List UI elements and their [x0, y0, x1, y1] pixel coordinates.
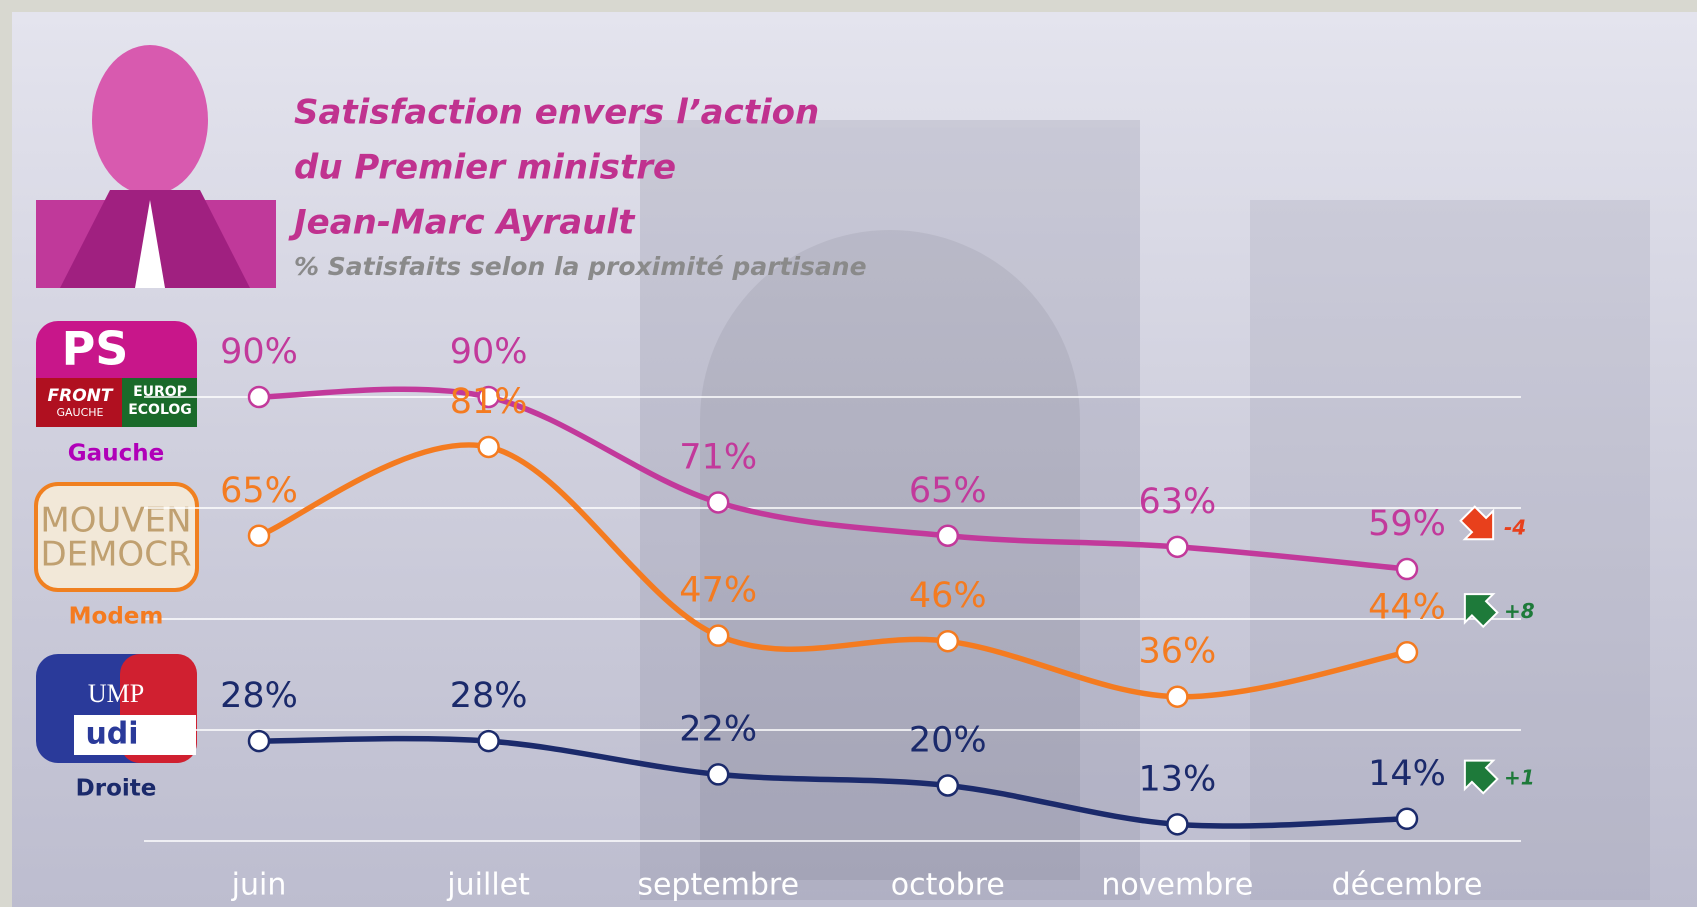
change-label: +1 — [1504, 765, 1535, 789]
value-label: 44% — [1368, 587, 1446, 627]
value-label: 14% — [1368, 754, 1446, 794]
value-label: 90% — [450, 332, 528, 372]
value-label: 22% — [679, 709, 757, 749]
background — [12, 12, 1697, 907]
data-point — [477, 435, 500, 459]
title-line: Satisfaction envers l’action — [294, 93, 819, 133]
data-point — [706, 491, 730, 514]
logo-text: ECOLOG — [128, 402, 192, 418]
change-arrow — [1463, 759, 1499, 795]
logo-text: udi — [85, 717, 138, 752]
data-point — [247, 524, 271, 547]
value-label: 63% — [1139, 482, 1217, 522]
data-point — [1395, 807, 1419, 831]
value-label: 28% — [220, 676, 298, 716]
data-point — [706, 624, 730, 647]
logo-text: PS — [62, 322, 129, 376]
portrait — [36, 45, 276, 288]
building-decor — [640, 120, 1650, 900]
logo-text: GAUCHE — [56, 406, 103, 419]
legend-label: Modem — [69, 604, 164, 630]
series-line — [257, 442, 1408, 700]
value-label: 81% — [450, 382, 528, 422]
value-label: 46% — [909, 576, 987, 616]
change-arrow — [1463, 593, 1499, 629]
value-label: 36% — [1139, 632, 1217, 672]
value-label: 65% — [220, 471, 298, 511]
x-tick-label: novembre — [1101, 868, 1253, 903]
value-label: 90% — [220, 332, 298, 372]
value-label: 71% — [679, 437, 757, 477]
logo-text: MOUVEN — [40, 501, 191, 541]
legend-label: Droite — [76, 776, 157, 802]
series-line — [258, 386, 1408, 572]
data-point — [706, 763, 730, 786]
data-point — [1395, 557, 1419, 581]
change-arrow — [1459, 505, 1495, 541]
series-line — [258, 735, 1408, 829]
x-tick-label: septembre — [637, 868, 799, 903]
legend-label: Gauche — [68, 441, 164, 467]
logo-text: DEMOCR — [40, 535, 191, 575]
data-point — [936, 524, 960, 547]
logo-text: EUROP — [133, 384, 187, 400]
data-point — [477, 385, 500, 409]
value-label: 20% — [909, 721, 987, 761]
data-point — [477, 729, 500, 753]
data-point — [247, 729, 271, 753]
logo-modem: MOUVEN DEMOCR — [34, 482, 199, 592]
value-label: 13% — [1139, 759, 1217, 799]
value-label: 28% — [450, 676, 528, 716]
logo-gauche: PS FRONT GAUCHE EUROP ECOLOG — [36, 321, 197, 427]
data-point — [1166, 685, 1189, 708]
title-line: Jean-Marc Ayrault — [288, 203, 636, 243]
x-tick-label: octobre — [891, 868, 1005, 903]
data-point — [1166, 813, 1189, 836]
x-tick-label: juin — [231, 868, 287, 903]
data-point — [936, 774, 960, 797]
data-point — [1395, 641, 1419, 664]
data-point — [936, 629, 960, 653]
x-tick-label: décembre — [1332, 868, 1483, 903]
change-label: -4 — [1504, 516, 1526, 540]
change-label: +8 — [1504, 599, 1535, 623]
title-line: du Premier ministre — [294, 148, 676, 188]
data-point — [1166, 535, 1189, 559]
value-label: 59% — [1368, 504, 1446, 544]
x-tick-label: juillet — [446, 868, 530, 903]
data-point — [247, 385, 271, 409]
value-label: 47% — [679, 571, 757, 611]
subtitle: % Satisfaits selon la proximité partisan… — [294, 252, 867, 281]
value-label: 65% — [909, 471, 987, 511]
logo-text: UMP — [88, 679, 144, 708]
logo-text: FRONT — [48, 386, 114, 406]
logo-droite: UMP udi — [36, 654, 197, 763]
